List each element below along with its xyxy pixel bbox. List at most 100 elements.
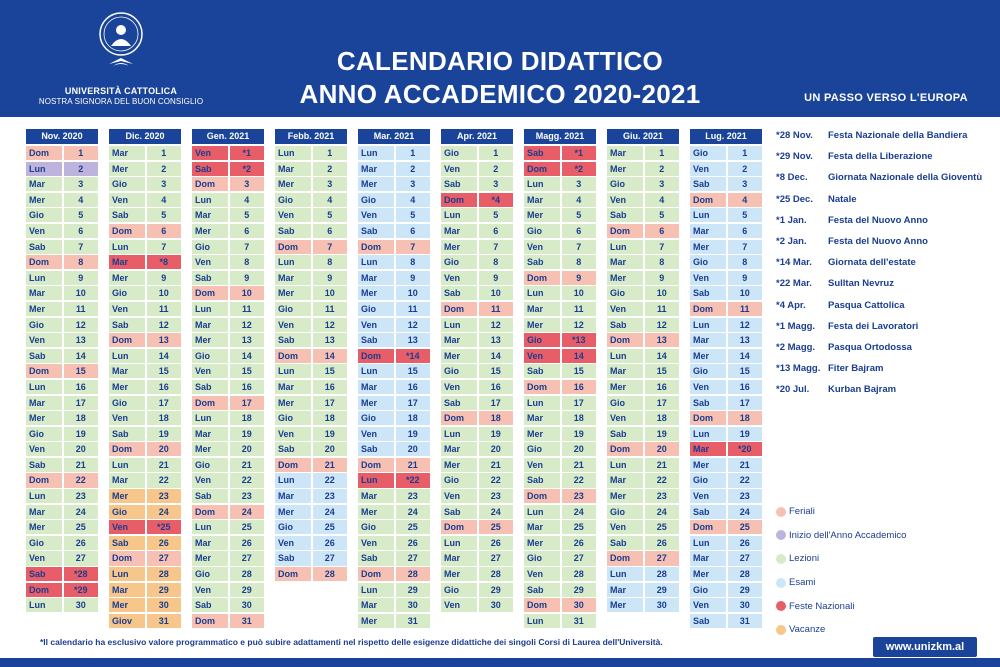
day-number: 26 — [478, 535, 513, 550]
weekday-label: Ven — [275, 208, 311, 223]
day-row: Mar 26 — [192, 535, 264, 550]
day-row: Ven 9 — [690, 270, 762, 285]
weekday-label: Dom — [358, 239, 394, 254]
day-row: Sab 3 — [441, 177, 513, 192]
weekday-label: Lun — [441, 317, 477, 332]
day-number: 2 — [478, 161, 513, 176]
day-row: Sab 7 — [26, 239, 98, 254]
day-row: Mer 7 — [690, 239, 762, 254]
day-number: *1 — [561, 146, 596, 161]
day-row: Mer 23 — [607, 489, 679, 504]
day-number: 23 — [727, 489, 762, 504]
day-row: Gio 25 — [275, 520, 347, 535]
weekday-label: Sab — [690, 395, 726, 410]
legend-swatch-icon — [776, 624, 786, 635]
weekday-label: Ven — [607, 520, 643, 535]
weekday-label: Mar — [358, 161, 394, 176]
day-row: Mer 2 — [607, 161, 679, 176]
legend: Feriali Inizio dell'Anno Accademico Lezion… — [776, 500, 996, 642]
weekday-label: Mer — [524, 535, 560, 550]
day-row: Sab 20 — [275, 442, 347, 457]
day-row: Dom 22 — [26, 473, 98, 488]
day-number: 11 — [312, 301, 347, 317]
weekday-label: Sab — [441, 286, 477, 301]
weekday-label: Dom — [275, 239, 311, 254]
weekday-label: Sab — [26, 567, 62, 582]
weekday-label: Dom — [26, 146, 62, 161]
day-row: Mar 17 — [26, 395, 98, 410]
day-number: 10 — [727, 286, 762, 301]
weekday-label: Lun — [26, 379, 62, 394]
day-row: Dom 18 — [690, 411, 762, 426]
day-row: Gio 24 — [109, 504, 181, 519]
day-row: Gio 18 — [275, 411, 347, 426]
weekday-label: Dom — [607, 333, 643, 348]
day-row: Mer 11 — [26, 301, 98, 317]
day-number: 15 — [727, 364, 762, 379]
day-number: 28 — [395, 567, 430, 582]
day-row: Mar 11 — [524, 301, 596, 317]
weekday-label: Mar — [358, 598, 394, 613]
day-number: 5 — [146, 208, 181, 223]
weekday-label: Lun — [26, 270, 62, 285]
weekday-label: Gio — [441, 146, 477, 161]
day-number: 7 — [727, 239, 762, 254]
website-link[interactable]: www.unizkm.al — [873, 637, 977, 657]
day-row: Ven 11 — [607, 301, 679, 317]
day-number: 25 — [395, 520, 430, 535]
day-row: Gio 29 — [441, 582, 513, 597]
day-row: Sab 21 — [26, 457, 98, 472]
day-number: 15 — [644, 364, 679, 379]
day-row: Gio 19 — [26, 426, 98, 441]
weekday-label: Mer — [109, 270, 145, 285]
day-number: 22 — [229, 473, 264, 488]
day-number: 22 — [727, 473, 762, 488]
day-number: 1 — [63, 146, 98, 161]
weekday-label: Sab — [358, 333, 394, 348]
day-number: 2 — [727, 161, 762, 176]
day-number: 9 — [478, 270, 513, 285]
day-number: 1 — [395, 146, 430, 161]
day-row: Ven 6 — [26, 223, 98, 239]
weekday-label: Mer — [607, 379, 643, 394]
day-row: Dom *29 — [26, 582, 98, 597]
day-row: Mer 13 — [192, 333, 264, 348]
day-number: 20 — [229, 442, 264, 457]
day-number: 23 — [63, 489, 98, 504]
day-row: Dom 24 — [192, 504, 264, 519]
day-row: Mar 15 — [109, 364, 181, 379]
day-number: 12 — [644, 317, 679, 332]
day-row: Mar 22 — [109, 473, 181, 488]
day-row: Ven 9 — [441, 270, 513, 285]
weekday-label: Dom — [607, 223, 643, 239]
weekday-label: Mar — [26, 177, 62, 192]
day-row: Mer 23 — [109, 489, 181, 504]
day-row: Mer 30 — [607, 598, 679, 613]
day-row: Ven 18 — [109, 411, 181, 426]
day-number: 19 — [395, 426, 430, 441]
day-number: 26 — [229, 535, 264, 550]
day-row: Lun 19 — [441, 426, 513, 441]
month-header: Febb. 2021 — [275, 129, 347, 144]
weekday-label: Sab — [607, 535, 643, 550]
month-header: Mar. 2021 — [358, 129, 430, 144]
day-row: Gio 1 — [690, 146, 762, 161]
day-number: 14 — [312, 348, 347, 363]
day-row: Lun 28 — [109, 567, 181, 582]
day-row: Dom *14 — [358, 348, 430, 363]
day-number: 29 — [644, 582, 679, 597]
day-number: *4 — [478, 192, 513, 207]
holiday-name: Sulltan Nevruz — [828, 278, 894, 290]
day-number: 26 — [727, 535, 762, 550]
weekday-label: Ven — [192, 255, 228, 270]
day-number: 16 — [63, 379, 98, 394]
weekday-label: Dom — [26, 582, 62, 597]
weekday-label: Gio — [358, 192, 394, 207]
day-row: Sab 26 — [109, 535, 181, 550]
day-number: 5 — [644, 208, 679, 223]
day-number: 13 — [146, 333, 181, 348]
day-number: 9 — [727, 270, 762, 285]
day-row: Lun 31 — [524, 613, 596, 628]
weekday-label: Mar — [524, 520, 560, 535]
day-number: 30 — [644, 598, 679, 613]
